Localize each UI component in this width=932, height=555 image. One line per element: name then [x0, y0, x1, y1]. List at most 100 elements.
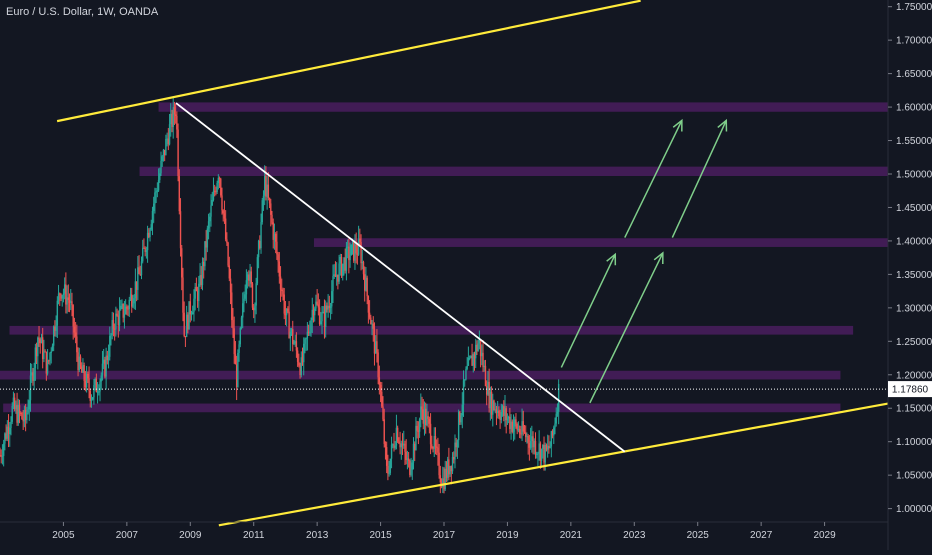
candle-body: [163, 149, 166, 156]
price-tick-label: 1.55000: [896, 136, 932, 147]
candle-body: [84, 380, 87, 388]
candle-body: [503, 406, 505, 416]
candle-body: [279, 276, 282, 290]
candle-body: [460, 415, 462, 423]
candle-body: [167, 138, 170, 145]
candle-body: [321, 312, 323, 322]
candle-body: [189, 301, 191, 315]
time-tick-label: 2017: [433, 530, 456, 541]
price-tick-label: 1.20000: [896, 370, 932, 381]
candle-body: [257, 240, 260, 258]
arrow-head-2: [653, 251, 664, 264]
candle-body: [412, 443, 415, 463]
price-tick-label: 1.40000: [896, 236, 932, 247]
candle-body: [5, 433, 7, 439]
candle-body: [365, 277, 367, 291]
candle-body: [144, 247, 146, 252]
candle-body: [146, 232, 149, 251]
price-tick-label: 1.05000: [896, 471, 932, 482]
candle-body: [52, 326, 55, 346]
candle-body: [162, 149, 165, 157]
candle-body: [117, 315, 120, 326]
candle-body: [159, 173, 161, 180]
candle-body: [318, 307, 321, 325]
candle-body: [154, 192, 156, 204]
candle-body: [10, 421, 12, 428]
candle-body: [527, 436, 529, 443]
symbol-title[interactable]: Euro / U.S. Dollar, 1W, OANDA: [6, 6, 159, 18]
zone-5: [0, 370, 841, 380]
price-axis[interactable]: 1.75000 1.70000 1.65000 1.60000 1.55000 1.500…: [887, 0, 932, 550]
candle-body: [177, 129, 179, 177]
candle-body: [249, 271, 251, 281]
candle-body: [271, 214, 273, 223]
candle-body: [132, 303, 134, 307]
candle-body: [239, 327, 241, 345]
candle-body: [21, 413, 23, 420]
candle-body: [487, 381, 489, 395]
candle-body: [506, 418, 509, 421]
candle-body: [418, 419, 421, 432]
candle-body: [394, 445, 396, 448]
candle-body: [168, 124, 171, 145]
candle-body: [18, 405, 21, 414]
candle-body: [152, 203, 155, 211]
channel-line-2: [218, 402, 889, 527]
candle-body: [222, 210, 224, 214]
candle-body: [83, 365, 85, 381]
candle-body: [82, 365, 84, 373]
candle-body: [266, 184, 268, 197]
candle-body: [494, 409, 496, 411]
candle-body: [534, 440, 537, 455]
candle-body: [357, 238, 360, 255]
candle-body: [293, 343, 295, 345]
candle-body: [510, 421, 512, 429]
price-tick-label: 1.30000: [896, 303, 932, 314]
candle-body: [476, 344, 478, 351]
candle-body: [248, 274, 250, 281]
candle-body: [488, 381, 490, 409]
candle-body: [545, 444, 548, 450]
time-axis[interactable]: 2005 2007 2009 2011 2013 2015 2017 2019 2021 2023…: [0, 521, 888, 541]
candle-body: [273, 233, 276, 240]
candle-body: [475, 344, 477, 359]
candle-body: [435, 446, 438, 448]
candle-body: [184, 336, 187, 338]
candle-body: [112, 320, 115, 329]
candle-body: [415, 425, 417, 451]
candle-body: [301, 357, 304, 363]
channel-line-1: [56, 0, 641, 123]
candle-body: [331, 291, 333, 307]
candle-body: [317, 304, 320, 308]
candle-body: [455, 442, 457, 448]
current-price-label: 1.17860: [892, 385, 929, 396]
candle-body: [68, 300, 71, 303]
candle-body: [56, 300, 59, 326]
candle-body: [450, 465, 453, 472]
candle-body: [310, 320, 312, 333]
candle-body: [127, 308, 129, 310]
time-tick-label: 2021: [560, 530, 583, 541]
candle-body: [256, 257, 259, 284]
candle-body: [104, 359, 106, 377]
candle-body: [238, 344, 240, 353]
candle-body: [43, 351, 45, 360]
candle-body: [389, 458, 392, 473]
candle-body: [289, 331, 292, 339]
candle-body: [226, 239, 228, 243]
candle-body: [118, 309, 121, 326]
candle-body: [165, 139, 167, 156]
candle-body: [489, 391, 492, 409]
candle-body: [151, 210, 154, 225]
candle-body: [354, 244, 356, 261]
candle-body: [448, 459, 450, 475]
candle-body: [388, 472, 390, 474]
candle-body: [372, 323, 374, 329]
candle-body: [316, 301, 318, 305]
candle-body: [67, 297, 70, 301]
candle-body: [129, 294, 132, 300]
candle-body: [337, 274, 339, 282]
candle-body: [470, 355, 472, 358]
